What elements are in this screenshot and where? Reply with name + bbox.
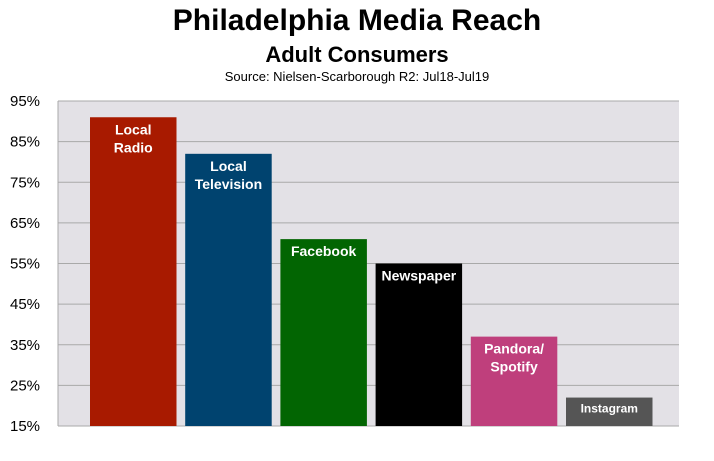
chart-title: Philadelphia Media Reach: [172, 4, 542, 37]
y-tick-label: 35%: [10, 337, 40, 354]
y-tick-label: 85%: [10, 134, 40, 151]
y-tick-label: 15%: [10, 418, 40, 435]
bar-category-label: Pandora/: [484, 341, 544, 357]
y-tick-label: 95%: [10, 93, 40, 110]
bar-category-label: Instagram: [581, 402, 638, 416]
bar: [375, 263, 463, 426]
chart-subtitle: Adult Consumers: [265, 42, 449, 67]
bar-category-label: Newspaper: [381, 268, 456, 284]
y-tick-label: 55%: [10, 256, 40, 273]
bar-category-label: Local: [115, 121, 152, 137]
y-tick-label: 45%: [10, 296, 40, 313]
bar-category-label: Local: [210, 158, 247, 174]
y-tick-label: 65%: [10, 215, 40, 232]
bar-category-label: Radio: [114, 139, 153, 155]
bar-category-label: Television: [195, 176, 262, 192]
bar: [280, 239, 367, 426]
bar: [566, 397, 653, 426]
y-tick-label: 25%: [10, 377, 40, 394]
bar-category-label: Spotify: [490, 359, 538, 375]
bar-category-label: Facebook: [291, 243, 357, 259]
bar: [90, 117, 177, 426]
y-tick-label: 75%: [10, 174, 40, 191]
chart-source: Source: Nielsen-Scarborough R2: Jul18-Ju…: [224, 69, 490, 84]
bar: [470, 336, 558, 426]
bar: [185, 153, 272, 426]
